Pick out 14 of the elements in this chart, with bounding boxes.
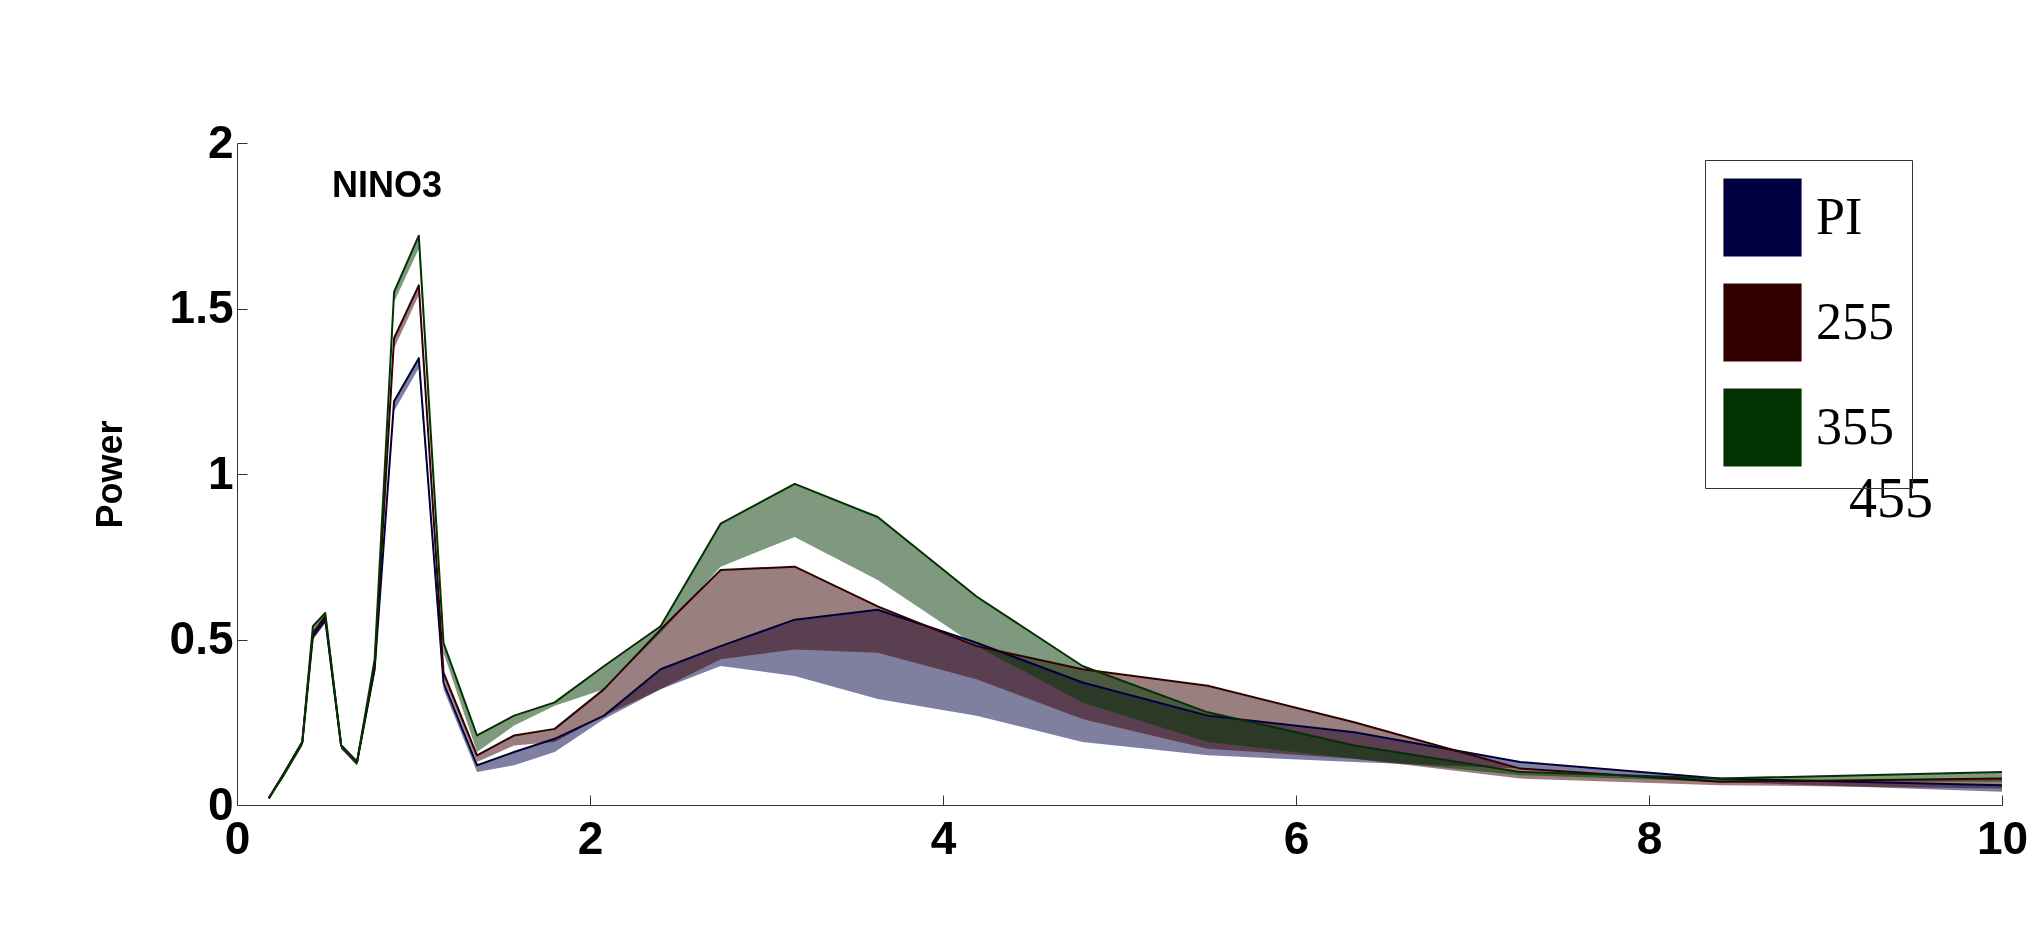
x-tick-label: 4	[930, 811, 957, 864]
x-tick-label: 8	[1636, 811, 1663, 864]
legend-label: PI	[1816, 187, 1863, 245]
legend-label: 355	[1816, 397, 1894, 455]
text: NINO3	[332, 164, 443, 205]
y-tick-label: 1	[207, 446, 234, 499]
y-axis-title: Power	[88, 420, 130, 529]
y-tick-label: 2	[207, 115, 234, 168]
y-tick-label: 1.5	[169, 281, 234, 333]
x-tick-label: 2	[577, 811, 604, 864]
legend-label: 255	[1816, 292, 1894, 350]
x-tick-label: 10	[1976, 811, 2029, 864]
y-tick-label: 0.5	[169, 612, 234, 664]
x-tick-label: 6	[1283, 811, 1310, 864]
